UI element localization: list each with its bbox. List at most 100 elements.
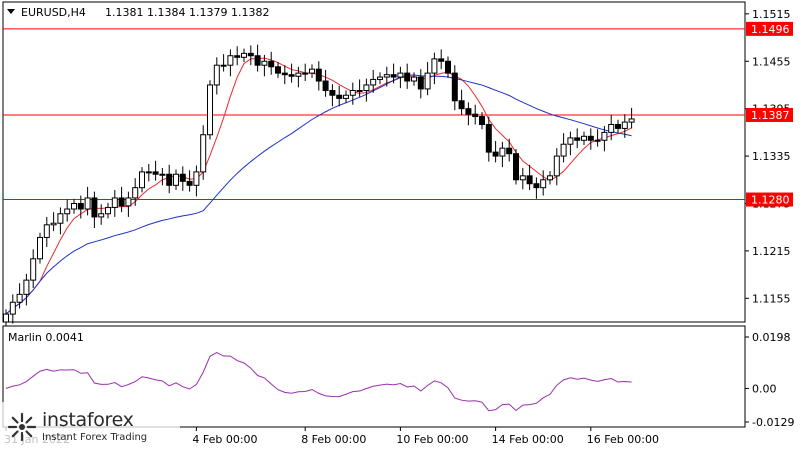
candle[interactable] <box>268 51 275 75</box>
candle[interactable] <box>390 63 397 84</box>
candle[interactable] <box>547 171 553 185</box>
candle[interactable] <box>336 85 343 107</box>
candle[interactable] <box>71 198 77 214</box>
candle[interactable] <box>574 128 581 149</box>
candle[interactable] <box>615 119 621 134</box>
candle[interactable] <box>533 177 540 199</box>
candle[interactable] <box>254 44 261 72</box>
candle[interactable] <box>281 65 288 85</box>
candle[interactable] <box>275 62 281 78</box>
candle[interactable] <box>220 54 227 72</box>
candle[interactable] <box>377 72 383 85</box>
candle[interactable] <box>431 52 438 85</box>
candle[interactable] <box>9 294 16 324</box>
candle[interactable] <box>105 202 111 219</box>
candle[interactable] <box>621 114 628 138</box>
candle[interactable] <box>50 212 57 232</box>
candle[interactable] <box>166 164 173 194</box>
candle[interactable] <box>227 49 234 77</box>
candle[interactable] <box>139 167 145 193</box>
candle[interactable] <box>247 45 254 66</box>
candle[interactable] <box>363 78 370 102</box>
candle[interactable] <box>458 89 465 115</box>
candle[interactable] <box>43 216 50 247</box>
candle[interactable] <box>84 186 91 216</box>
candle[interactable] <box>145 163 152 182</box>
candle[interactable] <box>560 133 567 163</box>
candle[interactable] <box>411 72 417 86</box>
candle[interactable] <box>424 62 431 96</box>
candle[interactable] <box>383 66 390 87</box>
candle[interactable] <box>23 273 30 306</box>
candle[interactable] <box>479 111 485 130</box>
candle[interactable] <box>628 107 635 129</box>
candle[interactable] <box>438 49 445 70</box>
candle[interactable] <box>132 178 139 206</box>
candle[interactable] <box>16 283 23 309</box>
candle[interactable] <box>152 160 159 181</box>
candle[interactable] <box>540 170 547 196</box>
candle[interactable] <box>451 65 458 111</box>
candle[interactable] <box>349 82 356 105</box>
candle[interactable] <box>77 195 84 219</box>
candle[interactable] <box>118 186 125 213</box>
candle[interactable] <box>111 190 118 217</box>
candle[interactable] <box>472 104 479 125</box>
candle[interactable] <box>295 66 302 88</box>
candle[interactable] <box>485 116 492 162</box>
candle[interactable] <box>302 63 309 82</box>
candle[interactable] <box>309 64 315 78</box>
bearish-candle-body <box>186 180 193 186</box>
candle[interactable] <box>200 125 207 180</box>
indicator-axis-ticks: 0.0198 0.00 -0.0129 <box>745 331 794 429</box>
candle[interactable] <box>241 48 247 63</box>
candle[interactable] <box>64 199 71 222</box>
candle[interactable] <box>492 141 499 163</box>
candle[interactable] <box>159 167 166 186</box>
candle[interactable] <box>207 80 213 140</box>
candle[interactable] <box>37 232 43 264</box>
candle[interactable] <box>499 141 506 168</box>
candle[interactable] <box>322 69 329 97</box>
candle[interactable] <box>57 207 64 235</box>
candle[interactable] <box>3 309 9 327</box>
candle[interactable] <box>30 249 37 289</box>
candle[interactable] <box>601 126 608 152</box>
candle[interactable] <box>465 102 472 126</box>
candle[interactable] <box>343 90 349 104</box>
chart-menu-arrow-icon[interactable] <box>7 9 15 14</box>
candle[interactable] <box>356 79 363 97</box>
candlesticks[interactable] <box>3 44 635 327</box>
candle[interactable] <box>261 54 268 77</box>
candle[interactable] <box>234 46 241 66</box>
candle[interactable] <box>608 114 615 141</box>
candle[interactable] <box>567 131 574 156</box>
candle[interactable] <box>397 66 404 89</box>
candle[interactable] <box>594 129 601 147</box>
candle[interactable] <box>288 63 295 83</box>
candle[interactable] <box>125 191 132 217</box>
candle[interactable] <box>370 69 377 93</box>
bullish-candle-body <box>220 64 227 67</box>
candle[interactable] <box>513 148 519 185</box>
candle[interactable] <box>91 191 98 228</box>
candle[interactable] <box>581 131 587 146</box>
candle[interactable] <box>506 138 513 162</box>
candle[interactable] <box>587 128 594 150</box>
candle[interactable] <box>173 169 179 191</box>
candle[interactable] <box>179 166 186 191</box>
candle[interactable] <box>213 57 220 95</box>
candle[interactable] <box>186 170 193 192</box>
candle[interactable] <box>526 164 533 191</box>
candle[interactable] <box>193 165 200 197</box>
candle[interactable] <box>445 56 451 78</box>
candle[interactable] <box>404 63 411 89</box>
candle[interactable] <box>417 69 424 99</box>
candle[interactable] <box>519 167 526 190</box>
candle[interactable] <box>315 61 322 91</box>
candle[interactable] <box>329 84 336 107</box>
candle[interactable] <box>553 148 560 186</box>
candle[interactable] <box>98 204 105 225</box>
